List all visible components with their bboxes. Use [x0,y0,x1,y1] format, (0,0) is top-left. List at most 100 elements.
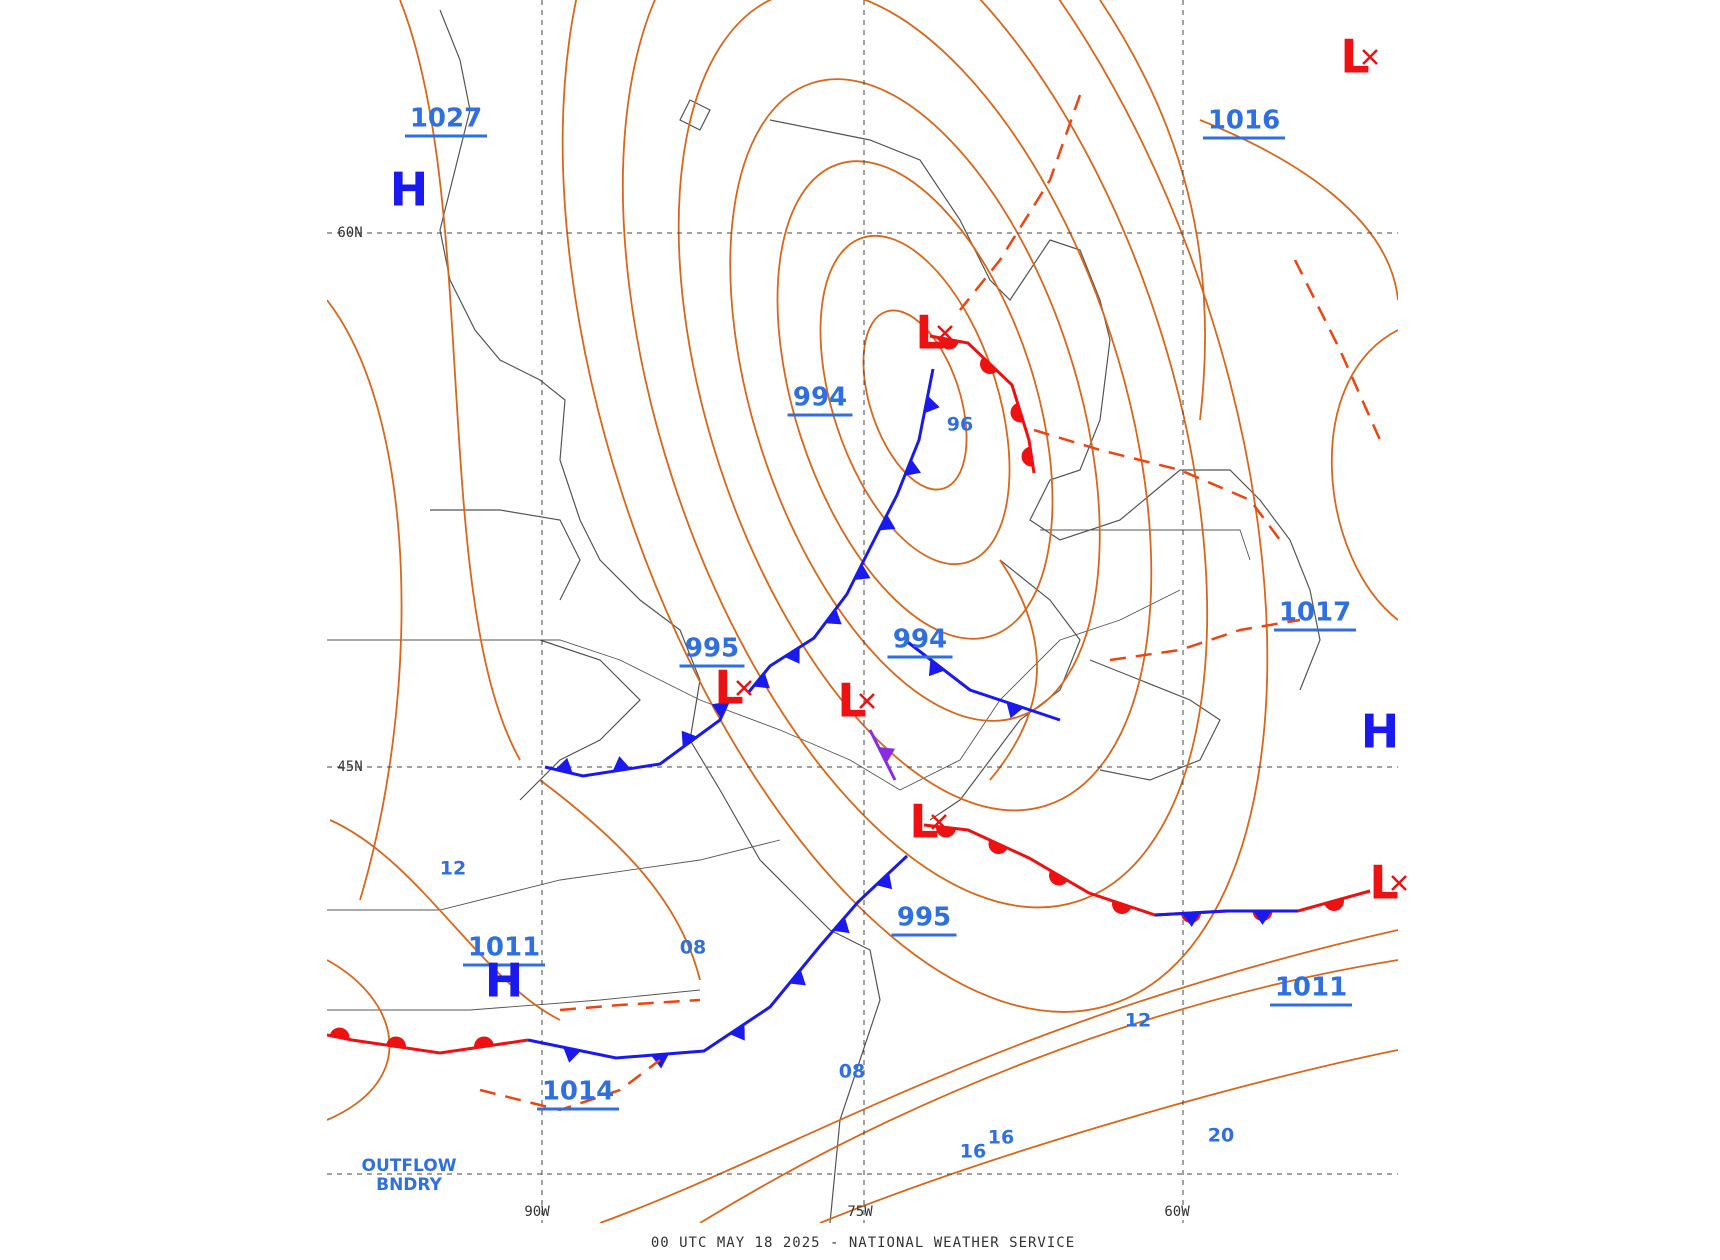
isobar [1199,119,1398,301]
isobar-label: 96 [947,414,973,436]
cold-front-pip [878,746,896,764]
cold-front-pip [729,1024,745,1041]
isobar [1099,0,1206,421]
isobar [329,819,561,1021]
pressure-symbol: L [1369,856,1398,910]
pressure-label: 995 [685,634,739,664]
warm-front-pip [474,1036,494,1048]
cold-front-pip [825,608,842,625]
isobar-label: 12 [440,858,466,880]
cold-front-pip [1253,911,1272,925]
isobar-label: 08 [680,937,706,959]
low-center-x [937,325,953,341]
warm-front-pip [979,357,998,375]
cold-front-pip [711,701,729,719]
isobar-label: 20 [1208,1125,1234,1147]
isobar [819,234,1011,566]
cold-front-pip [833,917,850,934]
low-center-x [736,680,752,696]
cold-front-pip [1182,912,1200,927]
isobar-label: 16 [960,1141,986,1163]
isobar [776,160,1054,640]
pressure-symbol: L [714,661,743,715]
pressure-label: 1017 [1279,598,1351,628]
cold-front-pip [878,514,896,531]
isobar [539,779,701,981]
cold-front-pip [924,395,940,414]
isobar [561,0,1269,1013]
pressure-label: 1011 [468,933,540,963]
cold-front-pip [681,730,698,748]
isobars [327,0,1398,1223]
annotation: OUTFLOW [362,1156,457,1176]
coastlines [430,9,1321,1223]
front-line [544,699,731,778]
grid-label: 75W [847,1204,873,1220]
isobar [819,1049,1398,1223]
isobar [677,0,1153,812]
pressure-label: 994 [793,383,847,413]
footer: 00 UTC MAY 18 2025 - NATIONAL WEATHER SE… [651,1235,1075,1251]
pressure-symbol: L [837,674,866,728]
pressure-label: 995 [897,903,951,933]
map-area [327,0,1398,1223]
warm-front-pip [988,839,1008,854]
grid-label: 45N [337,759,362,775]
warm-front-pip [1049,870,1068,886]
warm-front-pip [1112,900,1132,914]
grid-label: 90W [524,1204,550,1220]
grid-label: 60W [1164,1204,1190,1220]
pressure-symbol: H [390,163,429,217]
warm-front-pip [1010,402,1024,423]
cold-front-pip [555,757,573,774]
warm-front-pip [936,826,956,838]
pressure-label: 994 [893,625,947,655]
isobar [862,309,968,491]
isobar [599,929,1398,1223]
isobar [399,0,521,761]
cold-front-pip [753,672,770,689]
cold-front-pip [928,659,945,677]
pressure-label: 1016 [1208,106,1280,136]
front-line [923,823,1371,917]
front-line [327,1033,529,1055]
isobar [729,78,1101,722]
low-center-x [859,693,875,709]
isobar [621,0,1209,909]
grid [327,0,1398,1223]
warm-front-pip [329,1027,350,1040]
isobar [327,299,403,901]
cold-front-pip [784,647,800,664]
warm-front-pip [939,337,959,350]
pressure-symbol: L [909,795,938,849]
pressure-symbol: H [1361,705,1400,759]
troughs [479,94,1382,1112]
isobar-label: 12 [1125,1010,1151,1032]
isobar-label: 08 [839,1061,865,1083]
cold-front-pip [563,1047,581,1063]
low-center-x [1362,49,1378,65]
cold-front-pip [612,756,631,772]
pressure-symbol: L [915,306,944,360]
warm-front-pip [1021,446,1033,467]
low-center-x [1391,875,1407,891]
warm-front-pip [1324,898,1344,911]
isobar [699,959,1398,1223]
front-line [527,854,909,1060]
annotation: BNDRY [376,1175,442,1195]
cold-front-pip [1006,702,1024,719]
low-center-x [931,814,947,830]
pressure-symbol: H [485,954,524,1008]
grid-label: 60N [337,225,362,241]
cold-front-pip [904,459,921,476]
isobar-label: 16 [988,1127,1014,1149]
cold-front-pip [789,969,806,986]
pressure-label: 1027 [410,104,482,134]
warm-front-pip [386,1036,406,1048]
front-line [1154,909,1298,917]
cold-front-pip [875,872,893,890]
isobar [1331,329,1398,621]
pressure-symbol: L [1340,30,1369,84]
